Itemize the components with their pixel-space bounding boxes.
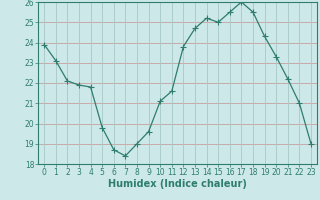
X-axis label: Humidex (Indice chaleur): Humidex (Indice chaleur) bbox=[108, 179, 247, 189]
